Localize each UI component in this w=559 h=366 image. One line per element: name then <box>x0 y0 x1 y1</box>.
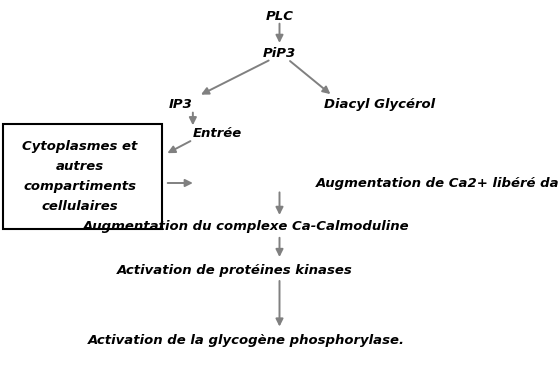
Text: PiP3: PiP3 <box>263 46 296 60</box>
Text: IP3: IP3 <box>169 98 193 111</box>
Text: Activation de protéines kinases: Activation de protéines kinases <box>117 264 353 277</box>
Text: Augmentation de Ca2+ libéré dans l’hépatocyte: Augmentation de Ca2+ libéré dans l’hépat… <box>316 176 559 190</box>
Text: Entrée: Entrée <box>193 127 242 140</box>
Text: PLC: PLC <box>266 10 293 23</box>
Text: Cytoplasmes et
autres
compartiments
cellulaires: Cytoplasmes et autres compartiments cell… <box>22 140 138 213</box>
Text: Augmentation du complexe Ca-Calmoduline: Augmentation du complexe Ca-Calmoduline <box>83 220 409 234</box>
Bar <box>3 124 162 229</box>
Text: Diacyl Glycérol: Diacyl Glycérol <box>324 98 435 111</box>
Text: Activation de la glycogène phosphorylase.: Activation de la glycogène phosphorylase… <box>87 334 405 347</box>
